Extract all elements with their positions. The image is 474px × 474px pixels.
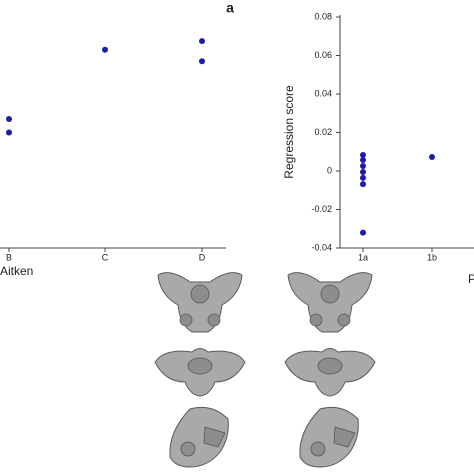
x-tick-label: 1a [358,252,368,262]
point [360,168,366,175]
x-tick-label: 1b [427,252,437,262]
y-tick-label: -0.02 [311,204,332,214]
y-tick-label: 0.06 [314,50,332,60]
pelvis-images [154,272,376,468]
point [102,46,108,53]
y-tick-label: -0.04 [311,242,332,252]
point [199,58,205,65]
y-axis-label: Regression score [282,85,296,179]
point [360,162,366,169]
x-axis-label: P [468,272,474,286]
point [199,38,205,45]
x-tick-label: C [102,252,109,262]
point [360,181,366,188]
point [360,157,366,164]
y-tick-label: 0.02 [314,127,332,137]
x-tick-label: B [6,252,12,262]
point [429,153,435,160]
panel-label: a [226,0,234,16]
point [360,152,366,159]
point [6,129,12,136]
x-tick-label: D [199,252,206,262]
point [6,116,12,123]
y-tick-label: 0.08 [314,11,332,21]
y-tick-label: 0 [327,165,332,175]
point [360,174,366,181]
y-tick-label: 0.04 [314,88,332,98]
point [360,229,366,236]
x-axis-label: Aitken [0,264,33,278]
